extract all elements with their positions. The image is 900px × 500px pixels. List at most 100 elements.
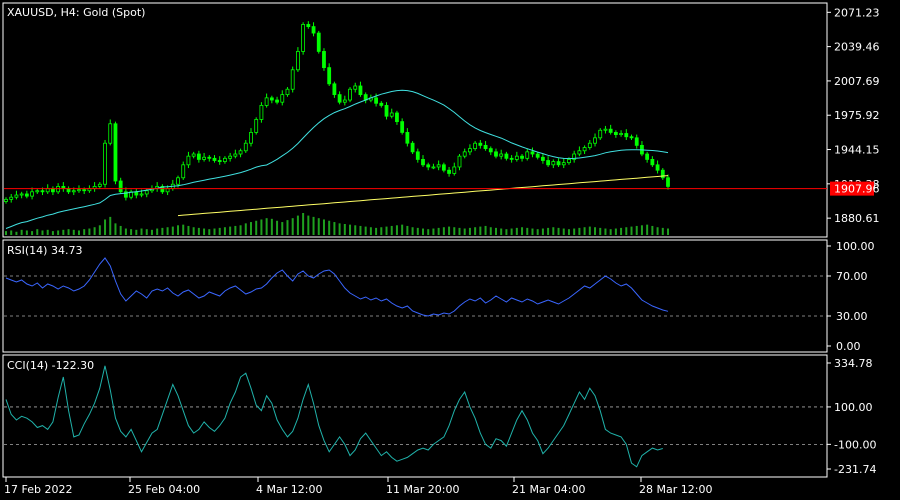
candle-body xyxy=(645,153,650,160)
volume-bar xyxy=(119,225,122,235)
candle-body xyxy=(598,129,603,139)
cci-tick-label: 334.78 xyxy=(834,357,873,370)
candle-body xyxy=(275,99,279,103)
volume-bar xyxy=(171,226,174,235)
price-pane[interactable]: XAUUSD, H4: Gold (Spot) 2071.23 2039.46 20… xyxy=(2,2,880,238)
candle-body xyxy=(19,193,24,196)
volume-bar xyxy=(291,218,294,235)
volume-bar xyxy=(536,229,539,235)
candle-body xyxy=(196,153,201,160)
candle-body xyxy=(228,155,233,159)
candle-body xyxy=(551,161,556,166)
candle-body xyxy=(374,97,378,104)
candle-body xyxy=(494,151,498,157)
candle-body xyxy=(655,164,660,171)
ma-fast-line xyxy=(5,89,669,229)
volume-bar xyxy=(51,231,54,235)
candle-body xyxy=(509,157,514,160)
candle-body xyxy=(577,150,582,155)
volume-bar xyxy=(276,220,279,235)
volume-bar xyxy=(36,229,39,235)
candle-body xyxy=(395,112,399,123)
candle-body xyxy=(71,190,76,193)
cci-pane-frame xyxy=(2,354,828,478)
volume-bar xyxy=(213,228,216,235)
volume-bar xyxy=(432,228,435,235)
price-tick-label: 2071.23 xyxy=(834,6,880,19)
candle-body xyxy=(441,164,446,171)
candle-body xyxy=(82,189,87,192)
volume-bar xyxy=(474,227,477,235)
volume-bar xyxy=(667,228,669,235)
volume-bar xyxy=(427,229,430,235)
cci-pane[interactable]: CCI(14) -122.30 334.78 100.00 -100.00 -231.… xyxy=(2,354,876,478)
candle-body xyxy=(311,26,316,34)
candle-body xyxy=(322,51,326,69)
volume-bar xyxy=(656,227,659,235)
candle-body xyxy=(296,51,300,71)
volume-bar xyxy=(239,225,242,235)
candle-body xyxy=(186,155,191,166)
candle-body xyxy=(14,194,19,198)
candle-body xyxy=(301,24,306,52)
volume-bar xyxy=(114,223,117,235)
volume-bar xyxy=(390,225,393,235)
volume-bar xyxy=(41,230,44,235)
volume-bar xyxy=(197,227,200,235)
volume-bar xyxy=(406,225,409,235)
candle-body xyxy=(650,159,655,166)
volume-bar xyxy=(588,226,591,235)
candle-body xyxy=(144,190,149,195)
volume-bar xyxy=(531,228,534,235)
cci-axis: 334.78 100.00 -100.00 -231.74 xyxy=(827,357,876,476)
volume-bar xyxy=(208,229,211,235)
volume-bar xyxy=(88,228,91,235)
price-tick-label: 2039.46 xyxy=(834,41,880,54)
volume-bar xyxy=(234,225,237,235)
volume-bar xyxy=(437,227,440,235)
candle-body xyxy=(285,88,290,96)
candle-body xyxy=(572,153,577,160)
ma-slow-line xyxy=(177,175,669,217)
candle-body xyxy=(530,151,535,155)
candle-body xyxy=(540,156,545,161)
volume-bar xyxy=(333,222,336,235)
volume-bar xyxy=(223,227,226,235)
candle-body xyxy=(613,132,618,135)
volume-bar xyxy=(380,227,383,235)
candle-body xyxy=(535,153,540,158)
candle-body xyxy=(410,142,415,153)
bid-price-label: 1907.96 xyxy=(834,183,880,196)
volume-bar xyxy=(567,229,570,235)
volume-bar xyxy=(515,227,518,235)
volume-bar xyxy=(375,227,378,235)
volume-bar xyxy=(307,215,310,235)
candle-body xyxy=(619,133,623,135)
cci-pane-header: CCI(14) -122.30 xyxy=(7,359,94,372)
price-pane-frame xyxy=(2,2,828,238)
candle-body xyxy=(421,159,425,166)
volume-bar xyxy=(468,227,471,235)
volume-bar xyxy=(182,224,185,235)
rsi-pane[interactable]: RSI(14) 34.73 100.00 70.00 30.00 0.00 xyxy=(2,239,875,353)
candle-body xyxy=(593,137,597,144)
volume-bar xyxy=(620,227,623,235)
candle-body xyxy=(202,156,206,160)
volume-bar xyxy=(130,229,133,235)
volume-bar xyxy=(10,230,13,235)
volume-bars xyxy=(5,213,669,235)
volume-bar xyxy=(57,230,60,235)
volume-bar xyxy=(317,218,320,235)
volume-bar xyxy=(265,218,268,235)
volume-bar xyxy=(625,227,628,235)
candle-body xyxy=(634,137,639,146)
volume-bar xyxy=(552,227,555,235)
cci-tick-label: -100.00 xyxy=(834,438,876,451)
volume-bar xyxy=(484,225,487,235)
candle-body xyxy=(415,151,420,160)
rsi-tick-label: 0.00 xyxy=(836,340,861,353)
candle-body xyxy=(389,112,394,117)
volume-bar xyxy=(338,223,341,235)
volume-bar xyxy=(646,224,649,235)
